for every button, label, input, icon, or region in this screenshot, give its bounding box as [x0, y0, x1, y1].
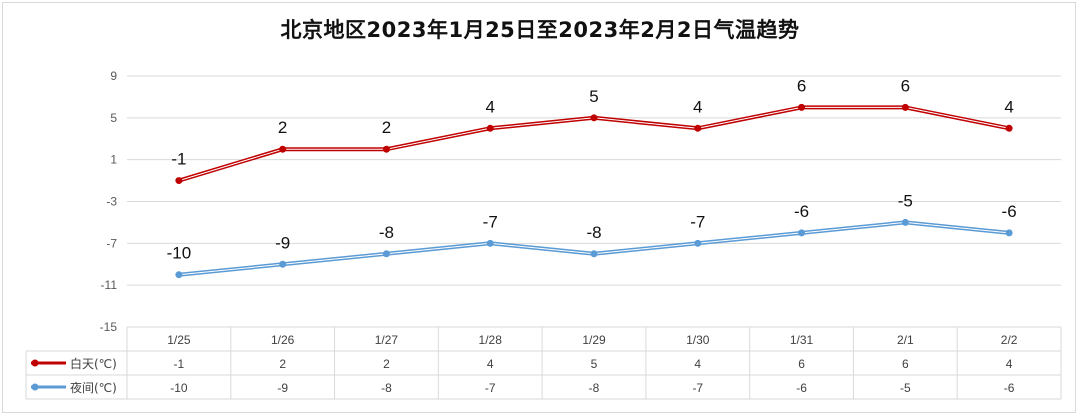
data-point — [590, 250, 598, 258]
table-cell: -6 — [796, 381, 807, 395]
data-label: -7 — [483, 212, 498, 231]
data-label: -7 — [690, 212, 705, 231]
data-point — [175, 177, 183, 185]
data-label: -5 — [898, 191, 913, 210]
table-cell: 2 — [279, 357, 286, 371]
y-tick-label: -3 — [106, 195, 117, 209]
table-cell: 6 — [902, 357, 909, 371]
x-category-label: 2/1 — [897, 333, 914, 347]
y-axis: 9 5 1 -3 -7 -11 -15 — [100, 69, 118, 334]
data-label: -6 — [794, 202, 809, 221]
data-label: 4 — [485, 97, 494, 116]
x-category-label: 1/30 — [686, 333, 710, 347]
data-label: -1 — [171, 150, 186, 169]
table-cell: 4 — [694, 357, 701, 371]
data-label: -9 — [275, 233, 290, 252]
table-cell: -1 — [174, 357, 185, 371]
data-point — [798, 229, 806, 237]
x-category-label: 1/26 — [271, 333, 295, 347]
data-point — [382, 145, 390, 153]
table-cell: -9 — [277, 381, 288, 395]
chart-title: 北京地区2023年1月25日至2023年2月2日气温趋势 — [280, 18, 800, 42]
gridlines — [127, 75, 1061, 328]
table-cell: -7 — [692, 381, 703, 395]
data-label: 2 — [382, 118, 391, 137]
data-point — [1005, 124, 1013, 132]
legend-swatch-marker — [31, 383, 39, 391]
y-tick-label: 9 — [110, 69, 117, 83]
table-cell: -10 — [170, 381, 188, 395]
table-cell: -7 — [485, 381, 496, 395]
data-point — [590, 114, 598, 122]
data-point — [279, 260, 287, 268]
table-cell: -8 — [381, 381, 392, 395]
data-label: 6 — [901, 76, 910, 95]
table-cell: -8 — [589, 381, 600, 395]
data-label: 6 — [797, 76, 806, 95]
data-point — [382, 250, 390, 258]
data-point — [486, 239, 494, 247]
data-point — [694, 239, 702, 247]
data-point — [1005, 229, 1013, 237]
data-point — [175, 271, 183, 279]
data-point — [798, 103, 806, 111]
data-point — [694, 124, 702, 132]
data-label: 4 — [693, 97, 702, 116]
y-tick-label: -7 — [106, 236, 117, 250]
data-label: 2 — [278, 118, 287, 137]
x-category-label: 1/25 — [167, 333, 191, 347]
data-label: -8 — [379, 223, 394, 242]
data-point — [486, 124, 494, 132]
table-cell: -5 — [900, 381, 911, 395]
table-cell: 6 — [798, 357, 805, 371]
x-category-label: 1/27 — [375, 333, 399, 347]
y-tick-label: -11 — [101, 278, 118, 292]
y-tick-label: 5 — [110, 111, 117, 125]
legend-label: 白天(℃) — [70, 356, 117, 371]
data-label: 4 — [1004, 97, 1013, 116]
table-cell: -6 — [1004, 381, 1015, 395]
table-cell: 4 — [1006, 357, 1013, 371]
x-category-label: 1/31 — [790, 333, 814, 347]
data-point — [901, 103, 909, 111]
legend-label: 夜间(℃) — [70, 380, 117, 395]
table-cell: 2 — [383, 357, 390, 371]
data-point — [279, 145, 287, 153]
table-cell: 4 — [487, 357, 494, 371]
data-label: -8 — [586, 223, 601, 242]
data-labels: -1 2 2 4 5 4 6 6 4 -10 -9 -8 -7 -8 -7 -6 -5 -6 — [167, 76, 1017, 262]
data-label: 5 — [589, 87, 598, 106]
y-tick-label: -15 — [100, 320, 118, 334]
data-table: 1/25 1/26 1/27 1/28 1/29 1/30 1/31 2/1 2/2 白天(℃) -… — [25, 327, 1062, 400]
data-label: -6 — [1002, 202, 1017, 221]
x-category-label: 1/28 — [479, 333, 503, 347]
x-category-label: 2/2 — [1001, 333, 1018, 347]
y-tick-label: 1 — [110, 153, 117, 167]
table-cell: 5 — [591, 357, 598, 371]
data-label: -10 — [167, 244, 192, 263]
x-category-label: 1/29 — [582, 333, 606, 347]
series-lines — [175, 103, 1013, 279]
legend-swatch-marker — [31, 359, 39, 367]
data-point — [901, 218, 909, 226]
